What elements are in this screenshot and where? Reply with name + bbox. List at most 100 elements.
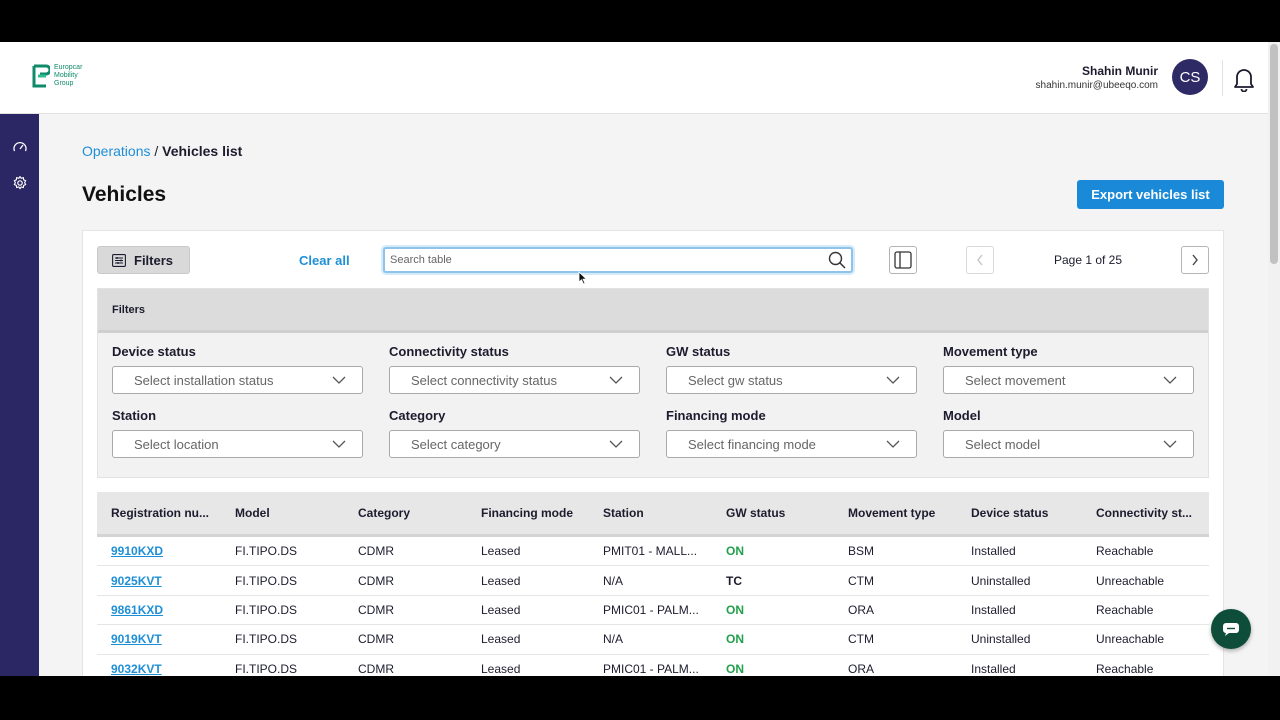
select-placeholder: Select gw status — [688, 372, 783, 388]
cell-device-status: Installed — [971, 544, 1016, 559]
dashboard-icon[interactable] — [12, 140, 28, 156]
page-scrollbar[interactable] — [1268, 42, 1280, 676]
cell-gw-status: TC — [726, 573, 742, 588]
bell-icon[interactable] — [1232, 66, 1256, 93]
chevron-right-icon — [1192, 254, 1198, 266]
search-input[interactable] — [385, 249, 851, 271]
breadcrumb: Operations / Vehicles list — [82, 143, 242, 159]
cell-model: FI.TIPO.DS — [235, 632, 298, 647]
filters-toggle-button[interactable]: Filters — [97, 246, 190, 274]
station-select[interactable]: Select location — [112, 430, 363, 458]
filter-label: Financing mode — [666, 408, 766, 423]
cell-station: N/A — [603, 632, 624, 647]
page-title: Vehicles — [82, 183, 167, 206]
europcar-logo[interactable]: Europcar Mobility Group — [32, 64, 114, 88]
cell-category: CDMR — [358, 602, 394, 617]
column-header-category[interactable]: Category — [358, 506, 411, 520]
cell-financing-mode: Leased — [481, 573, 521, 588]
connectivity-status-select[interactable]: Select connectivity status — [389, 366, 640, 394]
registration-link[interactable]: 9032KVT — [111, 661, 162, 676]
filter-connectivity-status: Connectivity status Select connectivity … — [389, 344, 640, 394]
cell-gw-status: ON — [726, 632, 744, 647]
filter-movement-type: Movement type Select movement — [943, 344, 1194, 394]
table-header: Registration nu... Model Category Financ… — [97, 492, 1209, 537]
header-divider — [1222, 60, 1223, 96]
cell-gw-status: ON — [726, 544, 744, 559]
user-name: Shahin Munir — [1082, 64, 1158, 78]
cell-movement-type: CTM — [848, 632, 874, 647]
table-row[interactable]: 9910KXD FI.TIPO.DS CDMR Leased PMIT01 - … — [97, 537, 1209, 567]
search-icon[interactable] — [828, 251, 846, 269]
table-row[interactable]: 9019KVT FI.TIPO.DS CDMR Leased N/A ON CT… — [97, 625, 1209, 655]
scrollbar-thumb[interactable] — [1270, 44, 1278, 264]
cell-device-status: Uninstalled — [971, 573, 1031, 588]
previous-page-button[interactable] — [966, 246, 994, 274]
cell-device-status: Uninstalled — [971, 632, 1031, 647]
column-header-gw-status[interactable]: GW status — [726, 506, 786, 520]
table-row[interactable]: 9861KXD FI.TIPO.DS CDMR Leased PMIC01 - … — [97, 595, 1209, 626]
column-header-financing-mode[interactable]: Financing mode — [481, 506, 574, 520]
clear-all-link[interactable]: Clear all — [299, 253, 350, 268]
next-page-button[interactable] — [1181, 246, 1209, 274]
sidebar — [0, 114, 39, 676]
cell-station: PMIT01 - MALL... — [603, 544, 698, 559]
cell-movement-type: BSM — [848, 544, 875, 559]
column-header-station[interactable]: Station — [603, 506, 644, 520]
cell-category: CDMR — [358, 661, 394, 676]
cell-model: FI.TIPO.DS — [235, 573, 298, 588]
cell-movement-type: ORA — [848, 661, 875, 676]
cell-device-status: Installed — [971, 661, 1016, 676]
cell-station: PMIC01 - PALM... — [603, 602, 699, 617]
cell-financing-mode: Leased — [481, 661, 521, 676]
chevron-left-icon — [977, 254, 983, 266]
chevron-down-icon — [609, 440, 623, 448]
logo-text-line: Group — [54, 80, 74, 87]
model-select[interactable]: Select model — [943, 430, 1194, 458]
select-placeholder: Select model — [965, 436, 1041, 452]
category-select[interactable]: Select category — [389, 430, 640, 458]
chat-button[interactable] — [1211, 609, 1251, 649]
chevron-down-icon — [1163, 376, 1177, 384]
registration-link[interactable]: 9019KVT — [111, 632, 162, 647]
settings-icon[interactable] — [12, 175, 28, 191]
chevron-down-icon — [332, 440, 346, 448]
registration-link[interactable]: 9910KXD — [111, 544, 164, 559]
select-placeholder: Select financing mode — [688, 436, 816, 452]
table-row[interactable]: 9032KVT FI.TIPO.DS CDMR Leased PMIC01 - … — [97, 654, 1209, 676]
select-placeholder: Select connectivity status — [411, 372, 557, 388]
filter-label: Movement type — [943, 344, 1038, 359]
cell-model: FI.TIPO.DS — [235, 661, 298, 676]
column-header-model[interactable]: Model — [235, 506, 270, 520]
breadcrumb-operations-link[interactable]: Operations — [82, 143, 151, 159]
column-header-movement-type[interactable]: Movement type — [848, 506, 936, 520]
avatar[interactable]: CS — [1172, 59, 1208, 95]
cell-connectivity-status: Reachable — [1096, 544, 1154, 559]
user-info: Shahin Munir shahin.munir@ubeeqo.com — [1036, 64, 1158, 91]
cell-station: PMIC01 - PALM... — [603, 661, 699, 676]
cell-model: FI.TIPO.DS — [235, 544, 298, 559]
device-status-select[interactable]: Select installation status — [112, 366, 363, 394]
vehicles-card: Filters Clear all Page 1 of 25 — [82, 230, 1224, 676]
movement-type-select[interactable]: Select movement — [943, 366, 1194, 394]
user-email: shahin.munir@ubeeqo.com — [1035, 80, 1158, 91]
table-row[interactable]: 9025KVT FI.TIPO.DS CDMR Leased N/A TC CT… — [97, 566, 1209, 596]
cell-financing-mode: Leased — [481, 544, 521, 559]
column-header-registration[interactable]: Registration nu... — [111, 506, 210, 520]
financing-mode-select[interactable]: Select financing mode — [666, 430, 917, 458]
page-indicator: Page 1 of 25 — [1053, 253, 1123, 267]
cell-movement-type: CTM — [848, 573, 874, 588]
breadcrumb-separator: / — [154, 143, 159, 159]
column-header-device-status[interactable]: Device status — [971, 506, 1049, 520]
registration-link[interactable]: 9025KVT — [111, 573, 162, 588]
column-toggle-button[interactable] — [889, 246, 917, 274]
filter-panel-title: Filters — [98, 289, 1208, 333]
select-placeholder: Select location — [134, 436, 219, 452]
registration-link[interactable]: 9861KXD — [111, 602, 164, 617]
filter-device-status: Device status Select installation status — [112, 344, 363, 394]
gw-status-select[interactable]: Select gw status — [666, 366, 917, 394]
cell-movement-type: ORA — [848, 602, 875, 617]
column-header-connectivity-status[interactable]: Connectivity st... — [1096, 506, 1193, 520]
select-placeholder: Select installation status — [134, 372, 274, 388]
export-vehicles-button[interactable]: Export vehicles list — [1077, 180, 1224, 209]
logo-text-line: Europcar — [54, 64, 83, 71]
